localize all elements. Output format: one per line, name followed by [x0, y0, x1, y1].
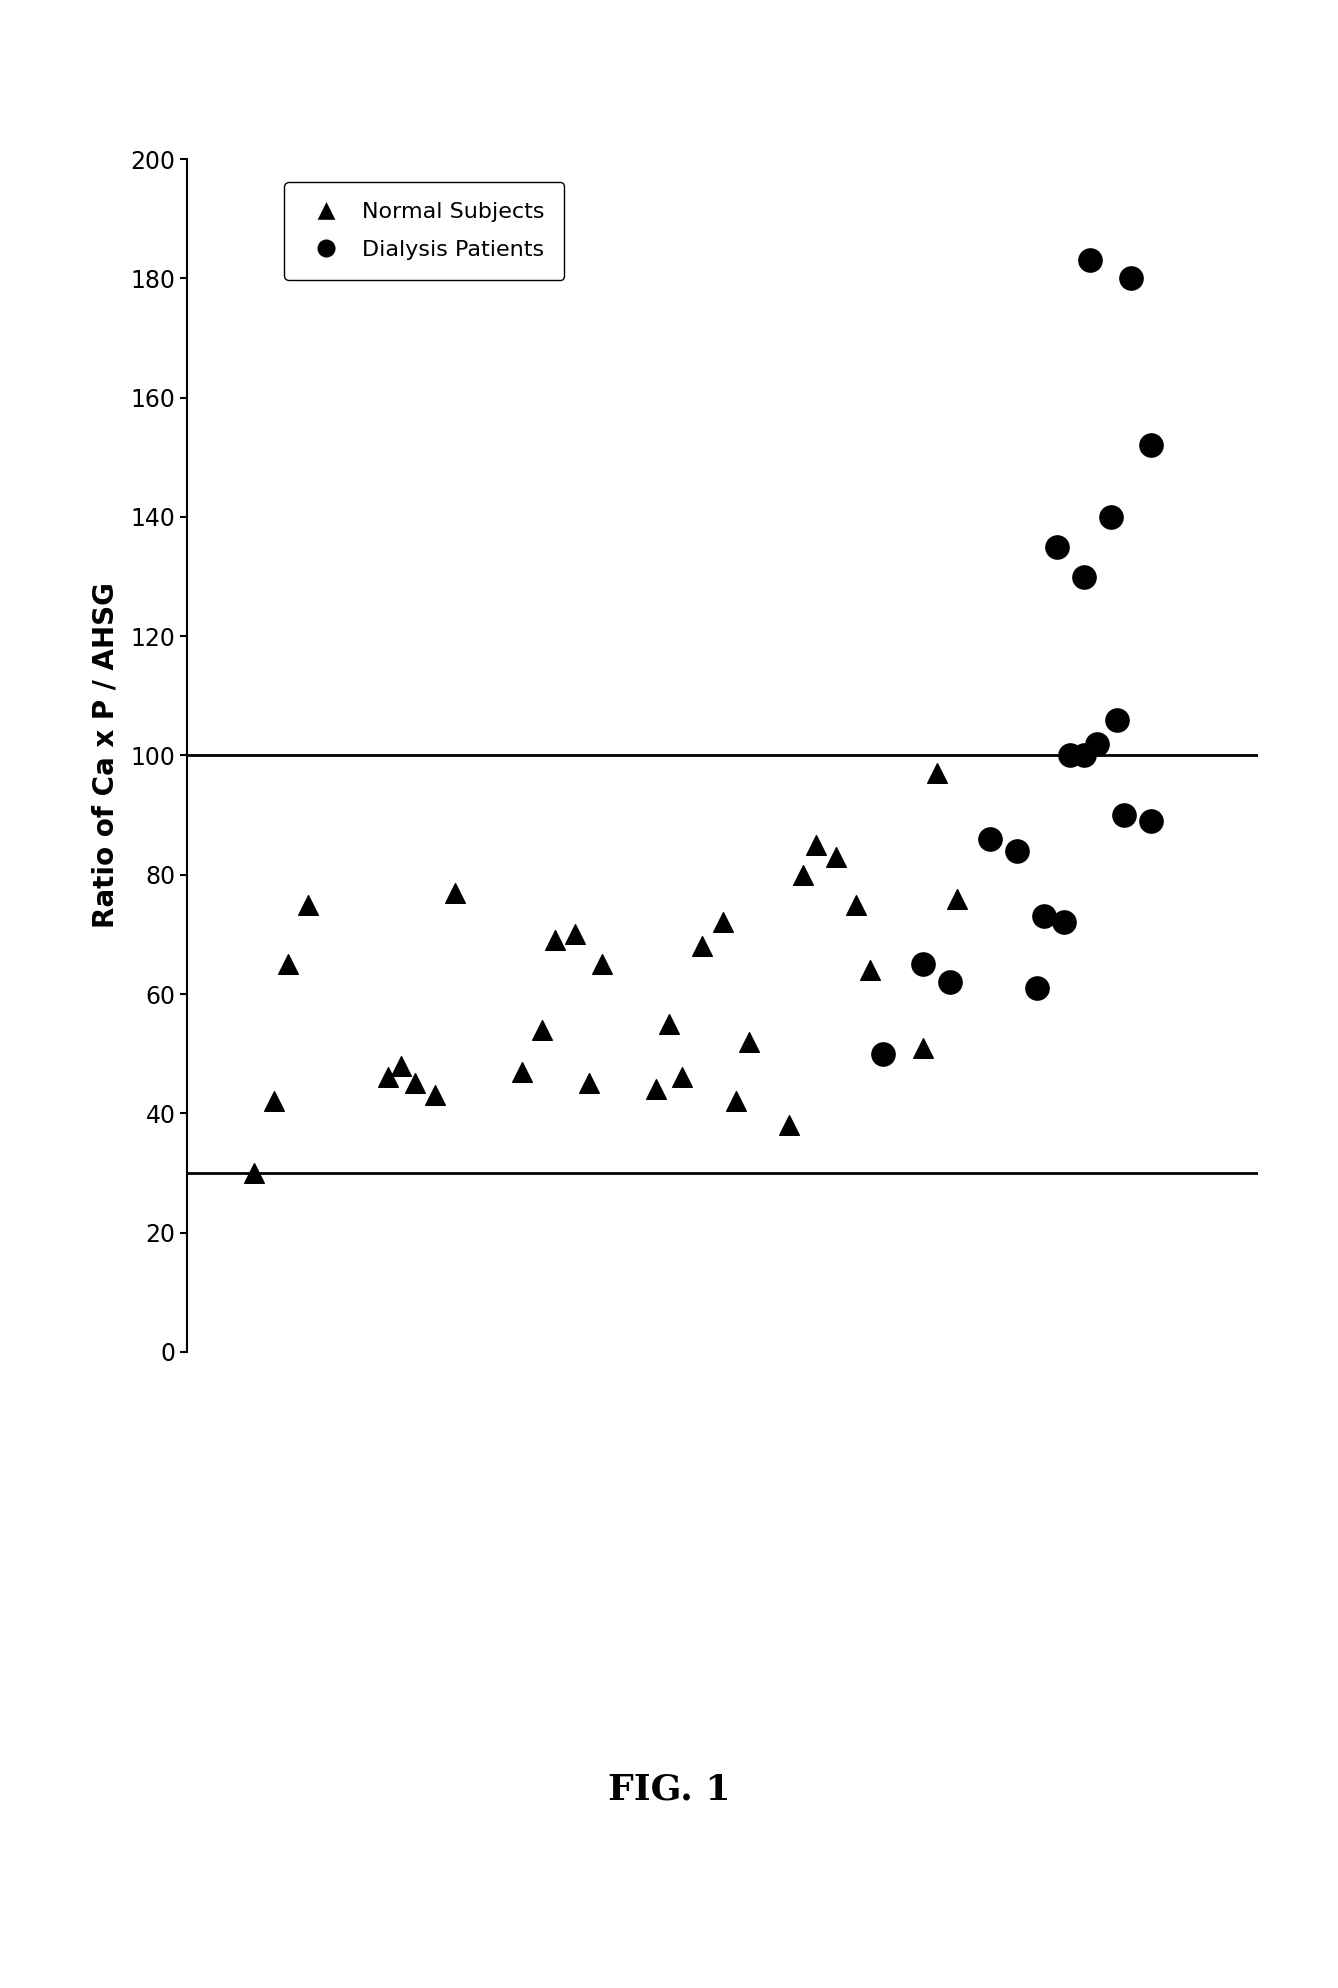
Point [658, 1008, 680, 1040]
Point [1120, 262, 1141, 294]
Point [264, 1085, 285, 1117]
Point [926, 757, 947, 789]
Point [545, 924, 566, 956]
Point [1053, 907, 1074, 938]
Point [712, 907, 733, 938]
Point [1107, 704, 1128, 736]
Text: FIG. 1: FIG. 1 [607, 1771, 731, 1807]
Point [511, 1056, 533, 1087]
Point [779, 1109, 800, 1141]
Point [424, 1079, 446, 1111]
Point [1073, 740, 1094, 771]
Point [1113, 799, 1135, 831]
Point [1073, 561, 1094, 592]
Point [672, 1062, 693, 1093]
Point [939, 966, 961, 998]
Point [846, 889, 867, 920]
Point [872, 1038, 894, 1070]
Point [692, 930, 713, 962]
Point [565, 918, 586, 950]
Point [1080, 245, 1101, 276]
Legend: Normal Subjects, Dialysis Patients: Normal Subjects, Dialysis Patients [284, 183, 565, 280]
Point [1140, 429, 1161, 461]
Point [946, 883, 967, 914]
Point [531, 1014, 553, 1046]
Point [913, 948, 934, 980]
Point [277, 948, 298, 980]
Point [805, 829, 827, 861]
Y-axis label: Ratio of Ca x P / AHSG: Ratio of Ca x P / AHSG [91, 582, 119, 928]
Point [725, 1085, 747, 1117]
Point [1006, 835, 1028, 867]
Point [1140, 805, 1161, 837]
Point [377, 1062, 399, 1093]
Point [739, 1026, 760, 1058]
Point [1033, 901, 1054, 932]
Point [645, 1074, 666, 1105]
Point [792, 859, 814, 891]
Point [859, 954, 880, 986]
Point [391, 1050, 412, 1081]
Point [913, 1032, 934, 1064]
Point [444, 877, 466, 909]
Point [1026, 972, 1048, 1004]
Point [1086, 728, 1108, 759]
Point [404, 1068, 425, 1099]
Point [979, 823, 1001, 855]
Point [244, 1157, 265, 1189]
Point [1060, 740, 1081, 771]
Point [297, 889, 318, 920]
Point [826, 841, 847, 873]
Point [1100, 501, 1121, 533]
Point [1046, 531, 1068, 563]
Point [591, 948, 613, 980]
Point [578, 1068, 599, 1099]
